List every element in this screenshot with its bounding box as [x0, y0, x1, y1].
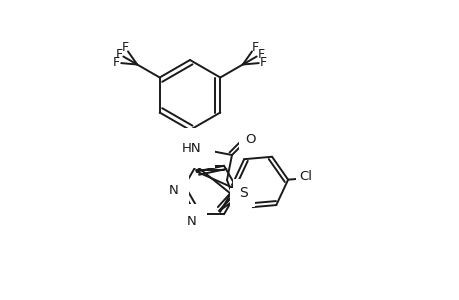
Text: F: F [121, 41, 129, 54]
Text: N: N [187, 215, 196, 228]
Text: F: F [257, 47, 264, 61]
Text: S: S [239, 186, 248, 200]
Text: N: N [169, 184, 179, 196]
Text: F: F [251, 41, 258, 54]
Text: O: O [245, 133, 256, 146]
Text: F: F [260, 56, 267, 69]
Text: HN: HN [182, 142, 202, 154]
Text: S: S [236, 195, 245, 209]
Text: Cl: Cl [299, 170, 312, 183]
Text: F: F [112, 56, 119, 69]
Text: F: F [115, 47, 122, 61]
